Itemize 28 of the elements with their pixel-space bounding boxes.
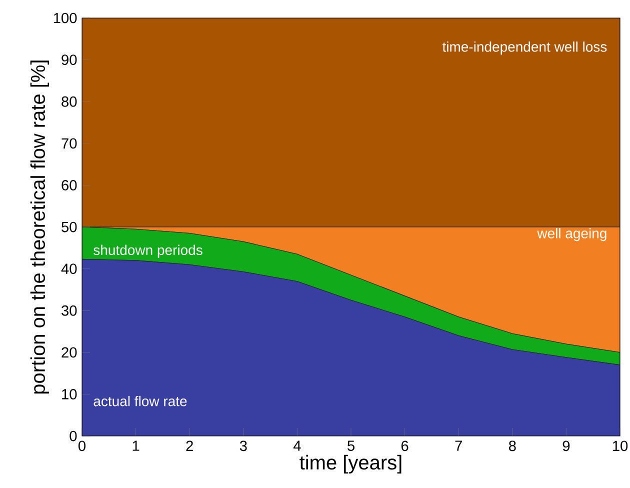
x-tick-label: 8 xyxy=(508,440,516,452)
x-tick-label: 10 xyxy=(612,440,628,452)
x-axis-title: time [years] xyxy=(300,454,402,474)
y-tick-label: 80 xyxy=(62,96,77,107)
x-tick-label: 4 xyxy=(293,440,301,451)
x-tick-label: 5 xyxy=(348,440,354,451)
y-tick-label: 10 xyxy=(62,389,77,400)
y-tick-label: 100 xyxy=(54,12,77,24)
series-label: shutdown periods xyxy=(94,244,202,258)
series-label: time-independent well loss xyxy=(442,42,607,55)
y-tick-label: 0 xyxy=(70,430,77,442)
series-label: actual flow rate xyxy=(94,396,187,406)
y-axis-title: portion on the theoretical flow rate [%] xyxy=(30,60,49,394)
x-tick-label: 9 xyxy=(562,440,570,452)
x-tick-label: 1 xyxy=(132,440,140,451)
x-tick-label: 6 xyxy=(401,440,408,452)
x-tick-label: 0 xyxy=(78,440,86,452)
y-tick-label: 50 xyxy=(62,222,77,232)
x-tick-label: 7 xyxy=(455,440,462,451)
y-tick-label: 20 xyxy=(62,347,77,358)
series-label: well ageing xyxy=(537,228,606,242)
y-tick-label: 60 xyxy=(62,180,77,190)
y-tick-label: 70 xyxy=(62,138,77,149)
x-tick-label: 3 xyxy=(240,440,247,452)
y-tick-label: 40 xyxy=(61,264,77,274)
x-tick-label: 2 xyxy=(186,440,193,451)
y-tick-label: 30 xyxy=(62,305,77,316)
y-tick-label: 90 xyxy=(62,54,77,65)
